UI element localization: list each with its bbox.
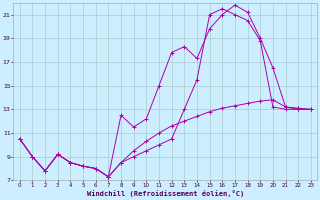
X-axis label: Windchill (Refroidissement éolien,°C): Windchill (Refroidissement éolien,°C) <box>87 190 244 197</box>
